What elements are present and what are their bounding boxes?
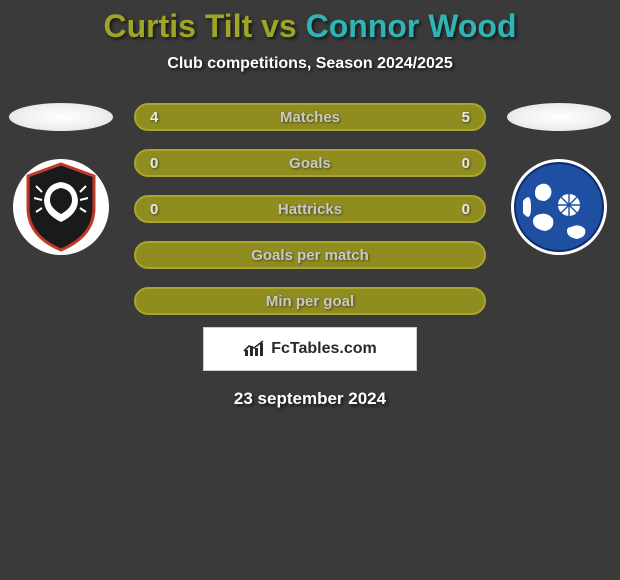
stat-row-min-per-goal: Min per goal xyxy=(134,287,486,315)
club-left-badge xyxy=(13,159,109,255)
stat-right-value: 0 xyxy=(450,155,470,172)
page-title: Curtis Tilt vs Connor Wood xyxy=(0,8,620,45)
stat-right-value: 0 xyxy=(450,201,470,218)
stat-label: Matches xyxy=(280,109,340,126)
player-right-column xyxy=(504,103,614,255)
stat-row-goals-per-match: Goals per match xyxy=(134,241,486,269)
date-text: 23 september 2024 xyxy=(0,389,620,409)
stat-left-value: 0 xyxy=(150,201,170,218)
stat-row-hattricks: 0 Hattricks 0 xyxy=(134,195,486,223)
subtitle: Club competitions, Season 2024/2025 xyxy=(0,55,620,73)
stat-label: Goals per match xyxy=(251,247,369,264)
stat-row-goals: 0 Goals 0 xyxy=(134,149,486,177)
stat-label: Goals xyxy=(289,155,331,172)
stats-column: 4 Matches 5 0 Goals 0 0 Hattricks 0 Goal… xyxy=(116,103,504,315)
player2-photo-placeholder xyxy=(507,103,611,131)
stat-left-value: 4 xyxy=(150,109,170,126)
brand-box: FcTables.com xyxy=(203,327,417,371)
lion-head-icon xyxy=(22,162,100,252)
title-vs: vs xyxy=(252,8,305,44)
comparison-infographic: Curtis Tilt vs Connor Wood Club competit… xyxy=(0,0,620,409)
stat-label: Hattricks xyxy=(278,201,342,218)
stat-left-value: 0 xyxy=(150,155,170,172)
bar-chart-icon xyxy=(243,340,265,358)
stat-right-value: 5 xyxy=(450,109,470,126)
club-right-badge xyxy=(511,159,607,255)
player1-photo-placeholder xyxy=(9,103,113,131)
main-row: 4 Matches 5 0 Goals 0 0 Hattricks 0 Goal… xyxy=(0,103,620,315)
title-player2: Connor Wood xyxy=(306,8,517,44)
player-left-column xyxy=(6,103,116,255)
stat-label: Min per goal xyxy=(266,293,354,310)
title-player1: Curtis Tilt xyxy=(103,8,252,44)
stat-row-matches: 4 Matches 5 xyxy=(134,103,486,131)
tranmere-crest-icon xyxy=(513,161,605,253)
brand-text: FcTables.com xyxy=(271,340,377,358)
